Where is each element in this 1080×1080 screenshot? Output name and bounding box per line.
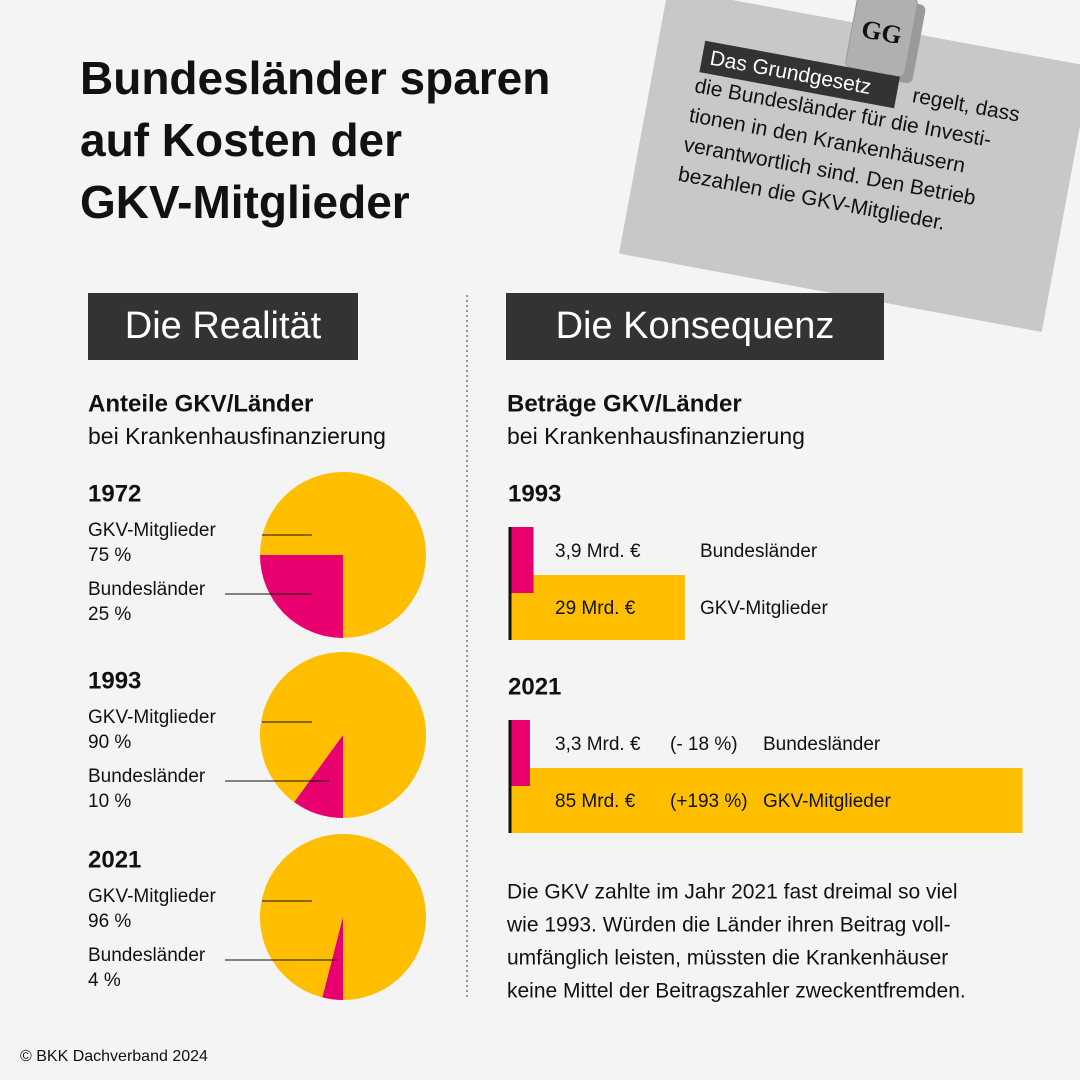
icon-label: GG (859, 14, 904, 50)
bar-change: (- 18 %) (670, 734, 738, 755)
pie-slice (260, 834, 427, 1000)
pie-title: 2021 (88, 846, 141, 873)
pie-slice (260, 555, 343, 638)
pie-title: 1993 (88, 667, 141, 694)
bar (510, 768, 1023, 833)
title: Bundesländer sparen (80, 52, 550, 104)
pie-label: Bundesländer (88, 579, 206, 600)
bar-title: 1993 (508, 480, 561, 507)
conclusion: keine Mittel der Beitragszahler zweckent… (507, 980, 966, 1003)
pie-slice (294, 735, 343, 818)
bar-change: (+193 %) (670, 791, 748, 812)
pie-label: Bundesländer (88, 945, 206, 966)
bar-title: 2021 (508, 673, 561, 700)
subtitle: bei Krankenhausfinanzierung (88, 423, 386, 449)
bar-value: 3,3 Mrd. € (555, 734, 641, 755)
pie-label: Bundesländer (88, 766, 206, 787)
conclusion: wie 1993. Würden die Länder ihren Beitra… (506, 914, 951, 937)
pie-label: GKV-Mitglieder (88, 886, 216, 907)
pie-label: GKV-Mitglieder (88, 520, 216, 541)
subtitle: bei Krankenhausfinanzierung (507, 423, 805, 449)
bar-value: 29 Mrd. € (555, 598, 636, 619)
heading: Die Konsequenz (556, 305, 835, 347)
pie-label: GKV-Mitglieder (88, 707, 216, 728)
pie-value: 4 % (88, 970, 121, 991)
bar-value: 3,9 Mrd. € (555, 541, 641, 562)
pie-value: 10 % (88, 791, 131, 812)
subtitle: Anteile GKV/Länder (88, 390, 313, 417)
conclusion: umfänglich leisten, müssten die Krankenh… (507, 947, 948, 970)
bar-category: GKV-Mitglieder (700, 598, 828, 619)
heading-bg (506, 293, 884, 360)
footer: © BKK Dachverband 2024 (20, 1048, 208, 1065)
bar (510, 575, 685, 640)
pie-value: 75 % (88, 545, 131, 566)
pie-value: 25 % (88, 604, 131, 625)
pie-value: 90 % (88, 732, 131, 753)
bar (510, 527, 534, 593)
title: auf Kosten der (80, 114, 402, 166)
bar (510, 720, 530, 786)
conclusion: Die GKV zahlte im Jahr 2021 fast dreimal… (507, 881, 958, 904)
pie-value: 96 % (88, 911, 131, 932)
subtitle: Beträge GKV/Länder (507, 390, 742, 417)
heading-bg (88, 293, 358, 360)
bar-value: 85 Mrd. € (555, 791, 636, 812)
bar-category: Bundesländer (700, 541, 818, 562)
bar-category: Bundesländer (763, 734, 881, 755)
title: GKV-Mitglieder (80, 176, 410, 228)
highlight-bg (699, 40, 900, 109)
pie-slice (259, 651, 426, 818)
pie-slice (322, 917, 343, 1000)
pie-title: 1972 (88, 480, 141, 507)
bar-category: GKV-Mitglieder (763, 791, 891, 812)
heading: Die Realität (125, 305, 322, 347)
